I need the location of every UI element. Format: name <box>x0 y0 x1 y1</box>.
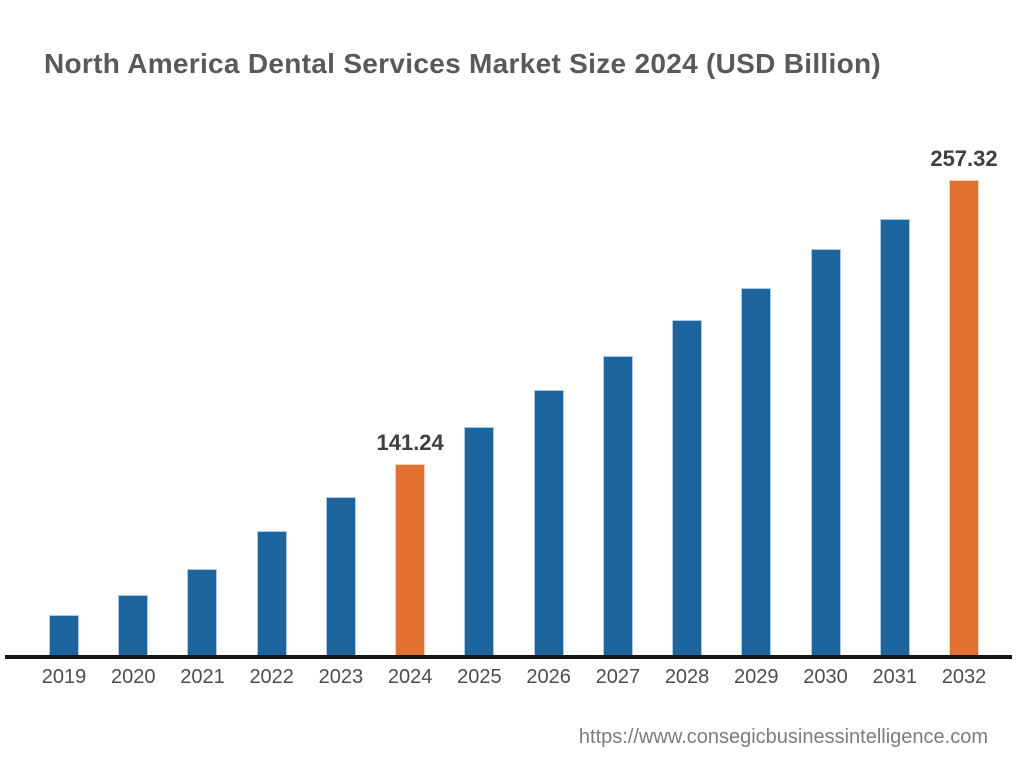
x-tick-2024: 2024 <box>387 666 433 688</box>
bar-2031 <box>879 219 910 657</box>
bar-2030 <box>810 249 841 657</box>
x-axis-line <box>5 655 1012 659</box>
x-tick-2031: 2031 <box>872 666 918 688</box>
chart-title: North America Dental Services Market Siz… <box>44 48 882 79</box>
bar-2032 <box>948 180 979 657</box>
x-tick-2029: 2029 <box>734 666 779 688</box>
source-url-link[interactable]: https://www.consegicbusinessintelligence… <box>578 726 988 748</box>
value-label-2024: 141.24 <box>376 430 444 455</box>
x-tick-2028: 2028 <box>664 666 710 688</box>
bar-2024 <box>395 464 426 657</box>
x-tick-2025: 2025 <box>457 666 502 688</box>
bar-2027 <box>602 356 633 657</box>
bar-2028 <box>672 320 703 657</box>
value-label-2032: 257.32 <box>930 146 998 171</box>
x-tick-2023: 2023 <box>318 666 364 688</box>
x-tick-2030: 2030 <box>803 666 848 688</box>
x-tick-2019: 2019 <box>41 666 87 688</box>
x-tick-2027: 2027 <box>595 666 641 688</box>
x-tick-2032: 2032 <box>941 666 987 688</box>
bar-2021 <box>187 569 218 657</box>
bar-2029 <box>741 288 772 657</box>
bar-2025 <box>464 427 495 657</box>
x-tick-2021: 2021 <box>180 666 225 688</box>
bar-2019 <box>49 615 79 657</box>
bar-2026 <box>533 390 564 657</box>
x-tick-2022: 2022 <box>249 666 294 688</box>
bar-2022 <box>256 531 287 657</box>
x-tick-2026: 2026 <box>526 666 571 688</box>
bar-2023 <box>325 497 356 657</box>
x-tick-2020: 2020 <box>110 666 156 688</box>
bar-2020 <box>118 595 149 657</box>
